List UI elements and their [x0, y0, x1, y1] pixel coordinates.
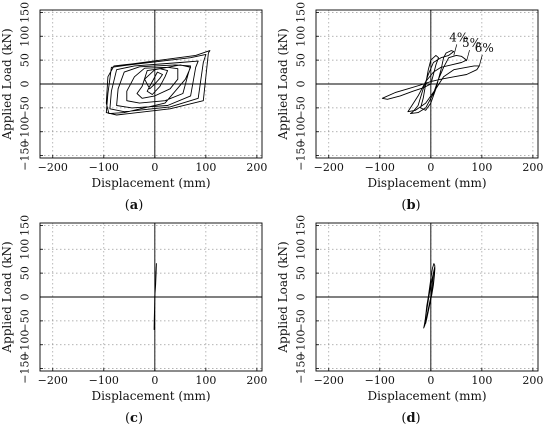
y-tick-label: −100: [295, 117, 308, 147]
y-tick-label: −100: [19, 117, 32, 147]
x-tick-label: −100: [89, 161, 119, 174]
caption-d: (d): [401, 411, 420, 426]
y-tick-label: 0: [19, 294, 32, 301]
x-tick-label: 0: [151, 161, 158, 174]
y-tick-label: 100: [19, 239, 32, 260]
caption-a-letter: a: [130, 198, 139, 213]
x-axis-title: Displacement (mm): [91, 389, 210, 403]
panel-d: −200 −100 0 100 200−150−100−50050100150Displ…: [276, 215, 543, 403]
y-tick-label: −150: [19, 354, 32, 384]
hysteresis-curve: [105, 50, 211, 116]
annotation-label: 4%: [449, 30, 468, 44]
x-tick-label: −200: [38, 374, 68, 387]
caption-b-letter: b: [406, 198, 415, 213]
annotation-label: 6%: [475, 41, 494, 55]
x-tick-label: 100: [195, 374, 216, 387]
hysteresis-curve: [423, 263, 436, 329]
x-axis-title: Displacement (mm): [367, 389, 486, 403]
y-tick-label: −150: [295, 354, 308, 384]
annotation-leader: [478, 54, 483, 66]
y-tick-label: 50: [19, 53, 32, 67]
y-tick-label: 0: [295, 81, 308, 88]
y-tick-label: 100: [295, 26, 308, 47]
x-tick-label: −100: [89, 374, 119, 387]
caption-c: (c): [125, 411, 143, 426]
y-tick-label: −100: [295, 330, 308, 360]
hysteresis-curve: [153, 263, 157, 330]
caption-b: (b): [401, 198, 420, 213]
panel-c: −200 −100 0 100 200−150−100−50050100150Displ…: [0, 215, 267, 403]
hysteresis-curve: [381, 50, 480, 115]
x-axis-title: Displacement (mm): [367, 176, 486, 190]
x-tick-label: −200: [314, 374, 344, 387]
y-axis-title: Applied Load (kN): [276, 241, 290, 353]
caption-d-letter: d: [406, 411, 415, 426]
x-tick-label: −200: [314, 161, 344, 174]
y-tick-label: 0: [295, 294, 308, 301]
panel-a: −200 −100 0 100 200−150−100−50050100150Displ…: [0, 2, 267, 190]
x-tick-label: 100: [195, 161, 216, 174]
x-tick-label: 200: [522, 161, 543, 174]
y-axis-title: Applied Load (kN): [0, 241, 14, 353]
x-tick-label: −100: [365, 161, 395, 174]
y-tick-label: 100: [19, 26, 32, 47]
annotation-leader: [453, 44, 458, 56]
caption-c-letter: c: [130, 411, 138, 426]
x-axis-title: Displacement (mm): [91, 176, 210, 190]
y-axis-title: Applied Load (kN): [0, 28, 14, 140]
y-tick-label: −150: [19, 141, 32, 171]
x-tick-label: 200: [522, 374, 543, 387]
x-tick-label: 200: [246, 374, 267, 387]
y-tick-label: −50: [295, 96, 308, 119]
panel-b: −200 −100 0 100 200−150−100−50050100150Displ…: [276, 2, 543, 190]
x-tick-label: 100: [471, 161, 492, 174]
x-tick-label: 100: [471, 374, 492, 387]
y-axis-title: Applied Load (kN): [276, 28, 290, 140]
x-tick-label: −100: [365, 374, 395, 387]
x-tick-label: 0: [427, 374, 434, 387]
y-tick-label: 150: [295, 2, 308, 23]
y-tick-label: −50: [19, 309, 32, 332]
y-tick-label: 100: [295, 239, 308, 260]
x-tick-label: 200: [246, 161, 267, 174]
y-tick-label: 50: [19, 266, 32, 280]
annotation-leader: [466, 49, 470, 62]
x-tick-label: −200: [38, 161, 68, 174]
annotation-label: 5%: [462, 36, 481, 50]
y-tick-label: 150: [19, 2, 32, 23]
x-tick-label: 0: [427, 161, 434, 174]
y-tick-label: −100: [19, 330, 32, 360]
x-tick-label: 0: [151, 374, 158, 387]
y-tick-label: 50: [295, 53, 308, 67]
y-tick-label: 0: [19, 81, 32, 88]
y-tick-label: −50: [295, 309, 308, 332]
y-tick-label: 150: [19, 215, 32, 236]
caption-a: (a): [125, 198, 144, 213]
y-tick-label: 50: [295, 266, 308, 280]
y-tick-label: 150: [295, 215, 308, 236]
y-tick-label: −50: [19, 96, 32, 119]
y-tick-label: −150: [295, 141, 308, 171]
